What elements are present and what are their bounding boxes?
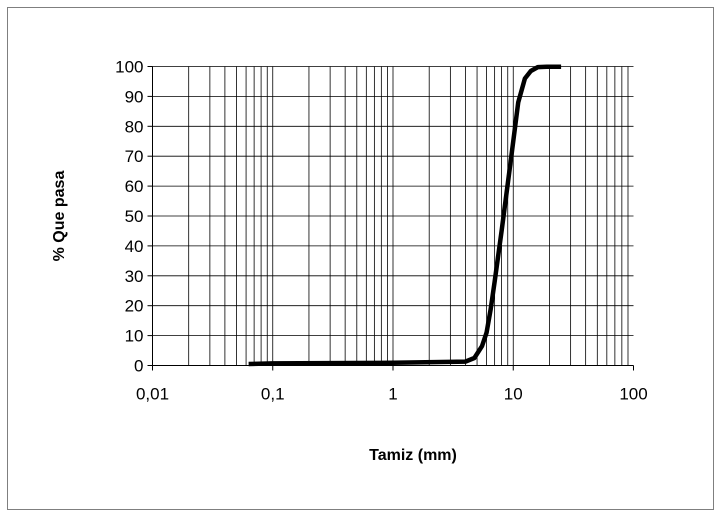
x-axis-title: Tamiz (mm): [369, 447, 457, 464]
grid-layer: [152, 66, 634, 366]
tick-layer: 0 10 20 30 40 50 60 70 80 90 100 0,01 0,1 1 10 100: [115, 58, 648, 404]
x-tick-label: 1: [388, 385, 397, 404]
series-layer: [248, 64, 562, 367]
y-tick-label: 60: [125, 177, 144, 196]
y-tick-label: 70: [125, 147, 144, 166]
y-tick-label: 30: [125, 267, 144, 286]
plot-svg: 0 10 20 30 40 50 60 70 80 90 100 0,01 0,1 1 10 100 Tami…: [51, 58, 648, 465]
x-tick-label: 0,1: [261, 385, 285, 404]
y-tick-label: 100: [115, 58, 143, 77]
y-tick-label: 20: [125, 297, 144, 316]
y-tick-label: 10: [125, 327, 144, 346]
y-tick-label: 40: [125, 237, 144, 256]
y-tick-label: 50: [125, 207, 144, 226]
y-tick-label: 90: [125, 87, 144, 106]
y-axis-title: % Que pasa: [51, 171, 68, 262]
y-tick-label: 80: [125, 117, 144, 136]
x-tick-label: 100: [619, 385, 647, 404]
series-line: [248, 64, 562, 367]
chart-area: 0 10 20 30 40 50 60 70 80 90 100 0,01 0,1 1 10 100 Tami…: [7, 7, 714, 510]
x-tick-label: 10: [504, 385, 523, 404]
y-tick-label: 0: [134, 357, 143, 376]
x-tick-label: 0,01: [136, 385, 169, 404]
